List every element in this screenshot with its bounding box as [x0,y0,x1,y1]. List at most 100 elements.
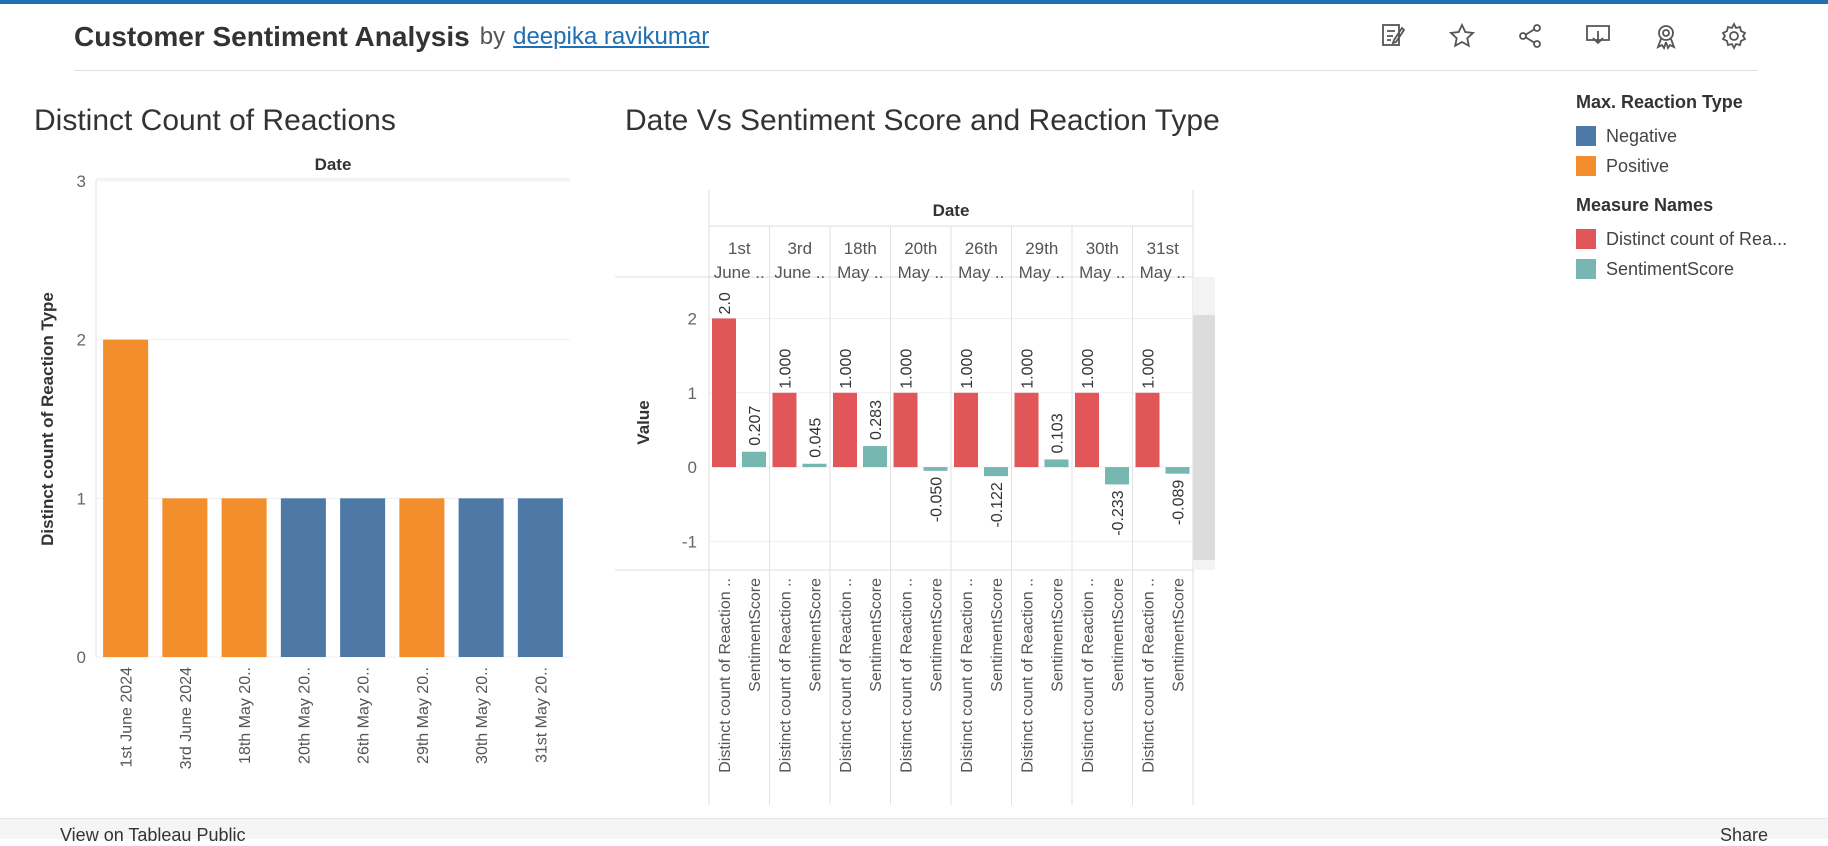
data-label: -0.233 [1110,490,1127,535]
x-tick-label: 20th May 20.. [296,667,313,764]
legend-label: Positive [1606,155,1670,176]
y-axis-title: Distinct count of Reaction Type [38,292,57,546]
date-header-label: June .. [714,263,765,282]
bar [1105,467,1129,485]
date-header-label: May .. [1019,263,1065,282]
bar [712,318,736,468]
measure-name-label: SentimentScore [929,578,946,692]
bar [742,451,766,468]
view-on-tableau-link[interactable]: View on Tableau Public [60,825,246,845]
date-header-label: 1st [728,239,751,258]
author-link[interactable]: deepika ravikumar [513,23,710,50]
date-header-label: May .. [958,263,1004,282]
data-label: 1.000 [1141,349,1158,389]
scrollbar-thumb [1193,315,1215,560]
bar [103,339,149,657]
data-label: 1.000 [1080,349,1097,389]
x-tick-label: 18th May 20.. [237,667,254,764]
bar [517,498,563,657]
measure-name-label: SentimentScore [989,578,1006,692]
data-label: 1.000 [838,349,855,389]
y-tick-label: 1 [688,384,697,403]
data-label: -0.122 [989,482,1006,527]
data-label: 0.045 [808,418,825,458]
data-label: 0.283 [868,400,885,440]
date-header-label: 26th [965,239,998,258]
bar [802,463,827,468]
bar [1014,392,1039,468]
date-header-label: May .. [837,263,883,282]
header-divider [74,70,1758,71]
data-label: 0.103 [1050,413,1067,453]
x-tick-label: 31st May 20.. [533,667,550,763]
x-tick-label: 3rd June 2024 [178,667,195,769]
chart2-title: Date Vs Sentiment Score and Reaction Typ… [625,104,1220,137]
date-header-label: May .. [1140,263,1186,282]
distinct-count-swatch [1576,229,1596,249]
reactions-bar-chart: Date 0 1 2 3 Distinct count of Reaction Type 1… [38,155,570,769]
measure-name-label: Distinct count of Reaction .. [959,578,976,773]
legend-item-positive[interactable]: Positive [1576,151,1816,181]
y-tick-label: 0 [688,458,697,477]
toolbar [1378,20,1750,52]
dashboard-title: Customer Sentiment Analysis [74,21,470,52]
bar [833,392,857,468]
measure-name-label: SentimentScore [808,578,825,692]
data-label: -0.089 [1171,480,1188,525]
bar [863,446,887,468]
legend-item-sentiment-score[interactable]: SentimentScore [1576,254,1816,284]
bar [923,467,948,471]
bar [772,392,797,468]
x-tick-label: 30th May 20.. [474,667,491,764]
date-column-header: Date [315,155,352,174]
data-label: 0.207 [747,406,764,446]
measure-name-label: Distinct count of Reaction .. [778,578,795,773]
measure-name-label: SentimentScore [1050,578,1067,692]
measure-name-label: SentimentScore [868,578,885,692]
bar [162,498,208,657]
y-tick-label: 3 [77,172,86,191]
bar [221,498,267,657]
x-tick-label: 1st June 2024 [119,667,136,768]
edit-icon[interactable] [1378,20,1410,52]
download-icon[interactable] [1582,20,1614,52]
date-header-label: May .. [898,263,944,282]
share-icon[interactable] [1514,20,1546,52]
bar [280,498,326,657]
date-header-label: 18th [844,239,877,258]
measure-name-label: SentimentScore [1110,578,1127,692]
y-tick-label: 0 [77,648,86,667]
date-header-label: 29th [1025,239,1058,258]
settings-icon[interactable] [1718,20,1750,52]
x-tick-label: 26th May 20.. [356,667,373,764]
bar [340,498,386,657]
y-tick-label: -1 [682,532,697,551]
data-label: 1.000 [959,349,976,389]
sentiment-swatch [1576,259,1596,279]
measure-name-label: Distinct count of Reaction .. [1020,578,1037,773]
legend-label: SentimentScore [1606,258,1735,279]
bar [893,392,918,468]
star-icon[interactable] [1446,20,1478,52]
bar [458,498,504,657]
data-label: 1.000 [899,349,916,389]
bar [984,467,1008,477]
date-column-header: Date [933,201,970,220]
share-button[interactable]: Share [1719,825,1768,845]
bar [954,392,978,468]
legend-label: Negative [1606,125,1678,146]
date-header-label: 31st [1147,239,1179,258]
data-label: 1.000 [778,349,795,389]
legend-item-distinct-count[interactable]: Distinct count of Rea... [1576,224,1816,254]
y-tick-label: 2 [77,331,86,350]
footer-bar: View on Tableau Public Share [0,818,1828,845]
y-axis-title: Value [634,400,653,444]
measure-name-label: SentimentScore [747,578,764,692]
legend-item-negative[interactable]: Negative [1576,121,1816,151]
measure-name-label: Distinct count of Reaction .. [899,578,916,773]
reaction-type-legend: Max. Reaction Type Negative Positive [1576,92,1816,181]
by-label: by [479,23,506,50]
award-icon[interactable] [1650,20,1682,52]
bar [1135,392,1160,468]
positive-swatch [1576,156,1596,176]
